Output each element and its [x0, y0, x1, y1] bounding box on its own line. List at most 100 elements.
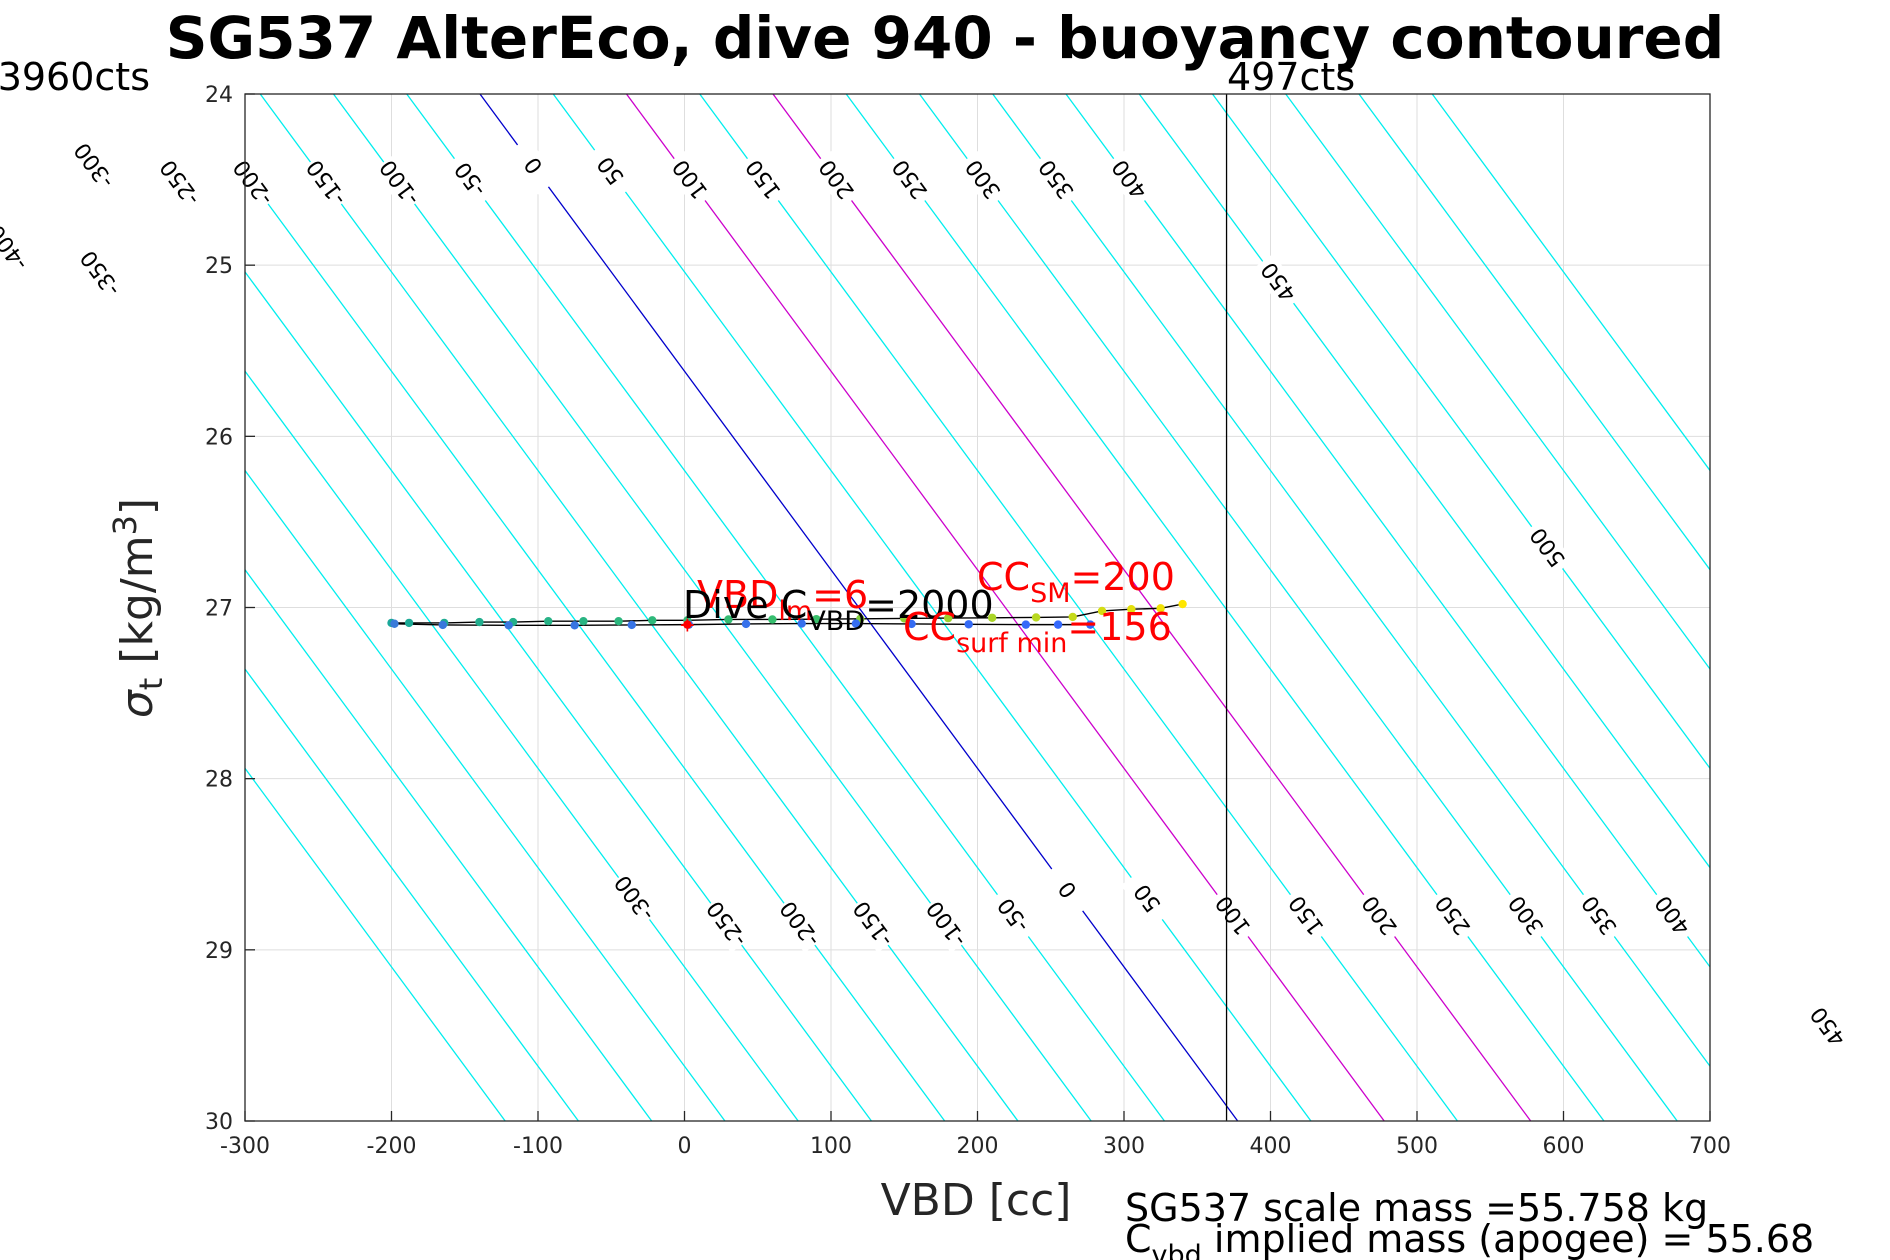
contour-line: [992, 94, 1710, 1068]
contour-label-bg: [1426, 886, 1479, 945]
contour-label-bg: [1120, 869, 1173, 928]
contour-label-bg: [1041, 861, 1094, 919]
y-axis-label: σt [kg/m3]: [106, 498, 170, 718]
y-axis-label-close: ]: [112, 498, 163, 515]
contour-line: [625, 94, 1385, 1121]
y-tick-label: 28: [205, 768, 233, 793]
x-tick-label: 0: [678, 1134, 692, 1159]
dive-point-down: [544, 616, 553, 626]
dive-point-down: [768, 615, 777, 624]
dive-point-up: [504, 621, 513, 630]
contour-line: [479, 94, 1239, 1121]
contour-label-bg: [1252, 253, 1305, 311]
contour-label-bg: [373, 154, 426, 212]
contour-line: [1211, 94, 1710, 770]
y-axis-ticks: 24 25 26 27 28 29 30: [205, 83, 255, 1135]
y-axis-label-sup: 3: [106, 515, 144, 535]
dive-point-up: [438, 620, 447, 630]
contour-line: [245, 270, 872, 1121]
y-axis-label-sub: t: [132, 678, 170, 691]
x-tick-label: 200: [957, 1134, 999, 1159]
contour-line: [245, 568, 653, 1121]
dive-point-up: [797, 619, 806, 628]
contour-label-bg: [1353, 886, 1406, 945]
y-tick-label: 29: [205, 939, 233, 964]
contour-label-bg: [773, 895, 826, 953]
dive-point-down: [1068, 612, 1077, 622]
contour-line: [699, 94, 1458, 1121]
x-tick-label: 600: [1543, 1134, 1585, 1159]
contour-line: [259, 94, 1019, 1121]
dive-c-vbd-annotation: Dive CVBD=2000: [683, 583, 994, 637]
dive-point-up: [741, 619, 751, 629]
contour-label-bg: [584, 142, 636, 200]
cc-surf-min-annotation: CCsurf min=156: [903, 605, 1172, 659]
dive-point-down: [944, 613, 953, 623]
contour-line: [245, 370, 799, 1121]
plot-area: -500-450-400-350-300-250-200-150-100-500…: [0, 83, 1854, 1159]
dive-c-value: =2000: [865, 583, 994, 627]
contour-line: [1431, 94, 1710, 472]
x-tick-label: 300: [1103, 1134, 1145, 1159]
dive-c-prefix: Dive C: [683, 583, 807, 627]
contour-label-bg: [663, 150, 716, 209]
dive-point-up: [627, 620, 636, 630]
apogee-marker: +: [679, 613, 696, 637]
y-axis-label-units: [kg/m: [112, 535, 163, 663]
x-tick-label: -300: [220, 1134, 270, 1159]
contour-label-bg: [986, 886, 1039, 945]
top-left-counts: 3960cts: [0, 55, 150, 99]
cc-surf-sub: surf min: [956, 628, 1067, 659]
contour-label-bg: [300, 154, 352, 212]
vbd-lm-sub: lm: [778, 596, 812, 627]
dive-point-down: [1097, 606, 1107, 616]
dive-point-down: [614, 616, 623, 626]
contour-label-bg: [1206, 886, 1259, 945]
contour-line: [245, 469, 726, 1121]
vbd-lm-prefix: VBD: [697, 573, 778, 617]
contour-label-bg: [846, 895, 899, 953]
x-tick-label: 400: [1250, 1134, 1292, 1159]
dive-c-sub: VBD: [807, 606, 865, 637]
contour-line: [245, 667, 579, 1121]
dive-point-down: [1031, 613, 1041, 622]
y-tick-label: 24: [205, 83, 233, 108]
contour-label-bg: [1646, 886, 1699, 945]
cc-surf-prefix: CC: [903, 605, 956, 649]
contour-label-bg: [883, 150, 936, 209]
x-axis-label: VBD [cc]: [881, 1175, 1072, 1226]
dive-point-up: [1021, 620, 1031, 629]
dive-point-down: [1127, 605, 1136, 614]
dive-point-down: [900, 614, 909, 623]
scale-mass-annotation: SG537 scale mass =55.758 kg: [1125, 1186, 1708, 1230]
contour-label-bg: [1279, 886, 1332, 945]
contour-line: [552, 94, 1312, 1121]
top-right-counts: 497cts: [1227, 55, 1355, 99]
contour-line: [245, 171, 946, 1121]
contour-label-bg: [67, 137, 120, 195]
contour-label-bg: [73, 245, 126, 303]
contour-label-bg: [920, 895, 972, 953]
dive-point-up: [907, 619, 916, 629]
dive-point-up: [964, 620, 973, 629]
x-tick-label: -100: [513, 1134, 563, 1159]
cc-sm-annotation: CCSM=200: [977, 555, 1175, 609]
dive-point-down: [987, 613, 997, 622]
dive-point-up: [1086, 620, 1095, 629]
implied-prefix: C: [1125, 1217, 1152, 1260]
contour-label-bg: [1521, 518, 1574, 577]
contour-label-bg: [226, 154, 279, 212]
contour-label-bg: [810, 150, 863, 209]
dive-point-down: [648, 616, 657, 625]
cc-surf-value: =156: [1067, 605, 1171, 649]
contour-label-bg: [507, 137, 559, 195]
contour-label-bg: [1103, 150, 1156, 209]
y-tick-label: 27: [205, 597, 233, 622]
contour-line: [1285, 94, 1710, 671]
chart-title: SG537 AlterEco, dive 940 - buoyancy cont…: [166, 4, 1725, 72]
dive-point-up: [570, 621, 579, 630]
x-axis-ticks: -300 -200 -100 0 100 200 300 400 500 600 700: [220, 1111, 1731, 1159]
contour-line: [772, 94, 1532, 1121]
dive-point-up: [851, 619, 861, 628]
